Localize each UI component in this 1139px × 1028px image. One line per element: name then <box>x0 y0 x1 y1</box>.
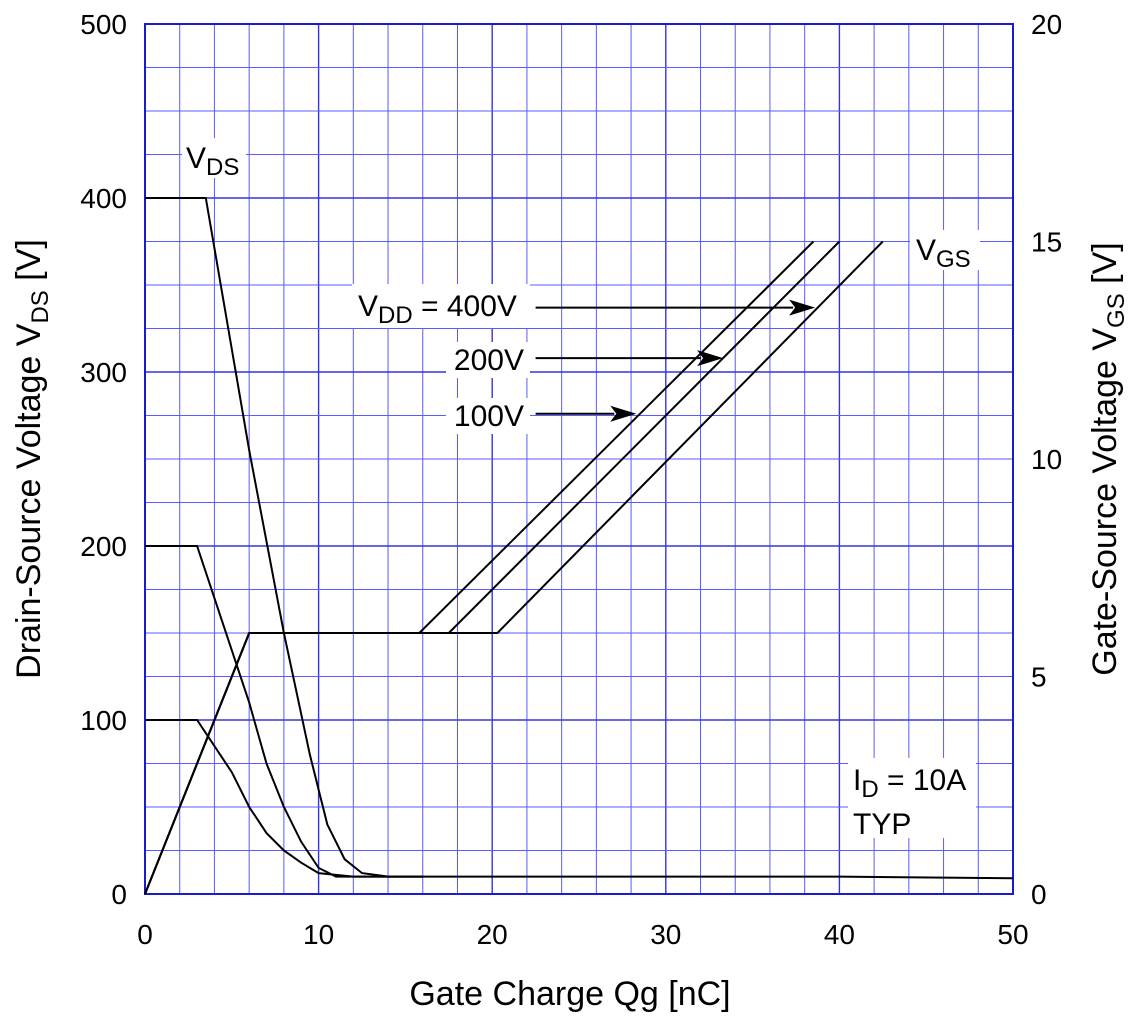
y-left-title-unit: [V] <box>10 239 48 290</box>
y-right-tick-label: 5 <box>1031 662 1047 693</box>
id-label-main: I <box>853 764 861 797</box>
typ-label: TYP <box>853 808 911 841</box>
v100-label: 100V <box>454 400 524 433</box>
y-left-tick-label: 300 <box>80 357 127 388</box>
id-label-sub: D <box>861 776 878 803</box>
vdd400-label-sub: DD <box>378 302 413 329</box>
x-tick-label: 50 <box>997 919 1028 950</box>
vds-label-sub: DS <box>206 154 239 181</box>
y-left-axis-title: Drain-Source Voltage VDS [V] <box>10 239 54 679</box>
vdd400-label-rest: = 400V <box>413 290 517 323</box>
y-right-title-sub: GS <box>1103 293 1130 328</box>
vds-label-main: V <box>186 142 206 175</box>
x-axis-title: Gate Charge Qg [nC] <box>409 975 730 1013</box>
id-label-rest: = 10A <box>879 764 967 797</box>
x-tick-label: 20 <box>477 919 508 950</box>
y-right-axis-title: Gate-Source Voltage VGS [V] <box>1086 242 1130 676</box>
y-left-tick-label: 200 <box>80 531 127 562</box>
x-tick-label: 10 <box>303 919 334 950</box>
y-right-tick-label: 0 <box>1031 879 1047 910</box>
vgs-label-main: V <box>916 234 936 267</box>
y-right-tick-label: 20 <box>1031 9 1062 40</box>
y-right-tick-label: 10 <box>1031 444 1062 475</box>
x-tick-label: 30 <box>650 919 681 950</box>
vgs-curve-3 <box>145 242 813 895</box>
y-left-title-sub: DS <box>27 290 54 323</box>
y-left-tick-label: 100 <box>80 705 127 736</box>
y-left-tick-label: 0 <box>111 879 127 910</box>
x-tick-label: 0 <box>137 919 153 950</box>
y-right-title-main: Gate-Source Voltage V <box>1086 328 1124 676</box>
x-tick-label: 40 <box>824 919 855 950</box>
y-left-tick-label: 400 <box>80 183 127 214</box>
y-left-title-main: Drain-Source Voltage V <box>10 323 48 679</box>
y-right-tick-label: 15 <box>1031 227 1062 258</box>
vdd400-label-main: V <box>358 290 378 323</box>
vgs-label-sub: GS <box>936 246 971 273</box>
y-left-tick-label: 500 <box>80 9 127 40</box>
y-right-title-unit: [V] <box>1086 242 1124 293</box>
v200-label: 200V <box>454 344 524 377</box>
